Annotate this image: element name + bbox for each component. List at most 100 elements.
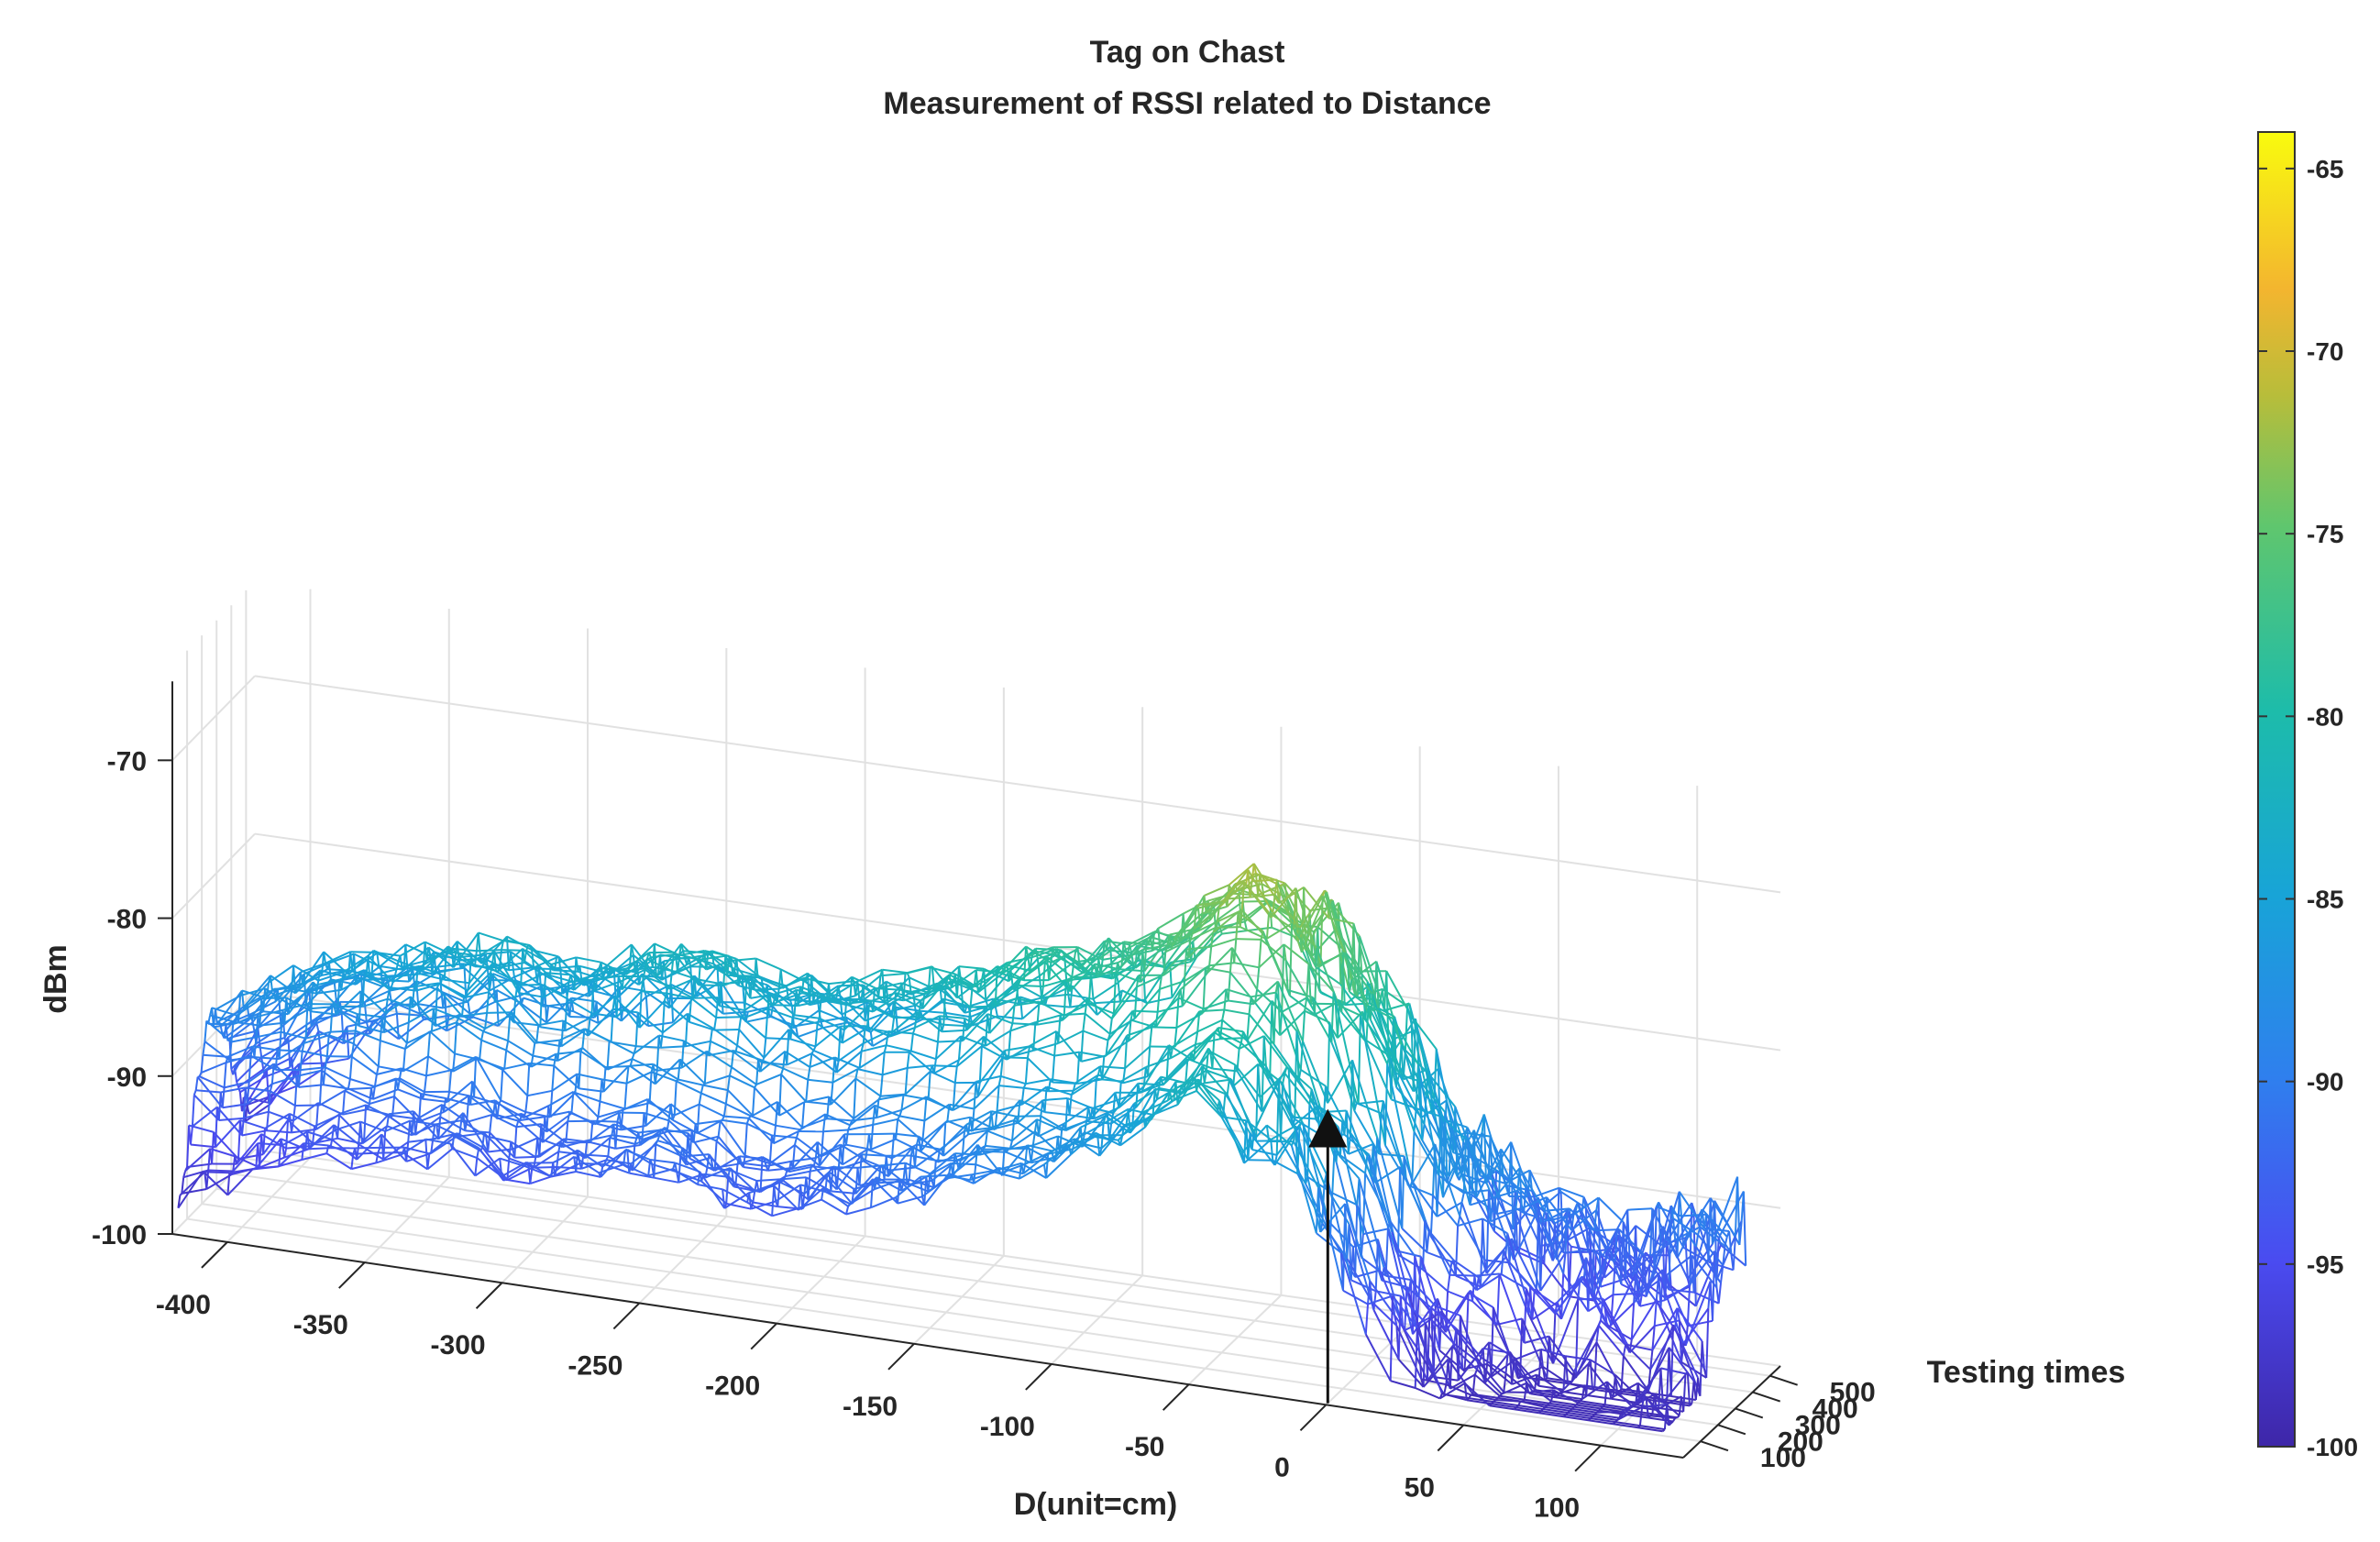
mesh-segment <box>1188 1031 1216 1060</box>
mesh-segment <box>327 1144 354 1155</box>
mesh-segment <box>205 1173 232 1190</box>
mesh-segment <box>1699 1208 1703 1228</box>
mesh-segment <box>1465 1293 1470 1345</box>
mesh-segment <box>507 1015 512 1041</box>
mesh-segment <box>1482 1217 1508 1235</box>
mesh-segment <box>791 1144 796 1169</box>
mesh-segment <box>767 1008 793 1019</box>
mesh-segment <box>990 1110 1017 1118</box>
mesh-segment <box>1331 899 1359 999</box>
mesh-segment <box>420 1093 446 1099</box>
mesh-segment <box>1144 1091 1171 1129</box>
mesh-segment <box>939 1129 965 1151</box>
mesh-segment <box>678 1155 682 1183</box>
mesh-segment <box>885 1030 889 1046</box>
mesh-segment <box>1259 873 1285 885</box>
mesh-segment <box>1637 1426 1663 1433</box>
mesh-segment <box>651 1071 678 1083</box>
mesh-segment <box>1395 1325 1423 1380</box>
mesh-segment <box>1151 1088 1156 1116</box>
mesh-segment <box>626 1071 653 1085</box>
mesh-segment <box>1128 1021 1154 1042</box>
x-tick <box>338 1261 366 1289</box>
mesh-segment <box>1140 951 1167 983</box>
mesh-segment <box>400 941 426 957</box>
mesh-segment <box>598 1163 624 1174</box>
mesh-segment <box>304 1131 309 1150</box>
mesh-segment <box>480 1039 507 1052</box>
mesh-segment <box>275 971 302 1003</box>
mesh-segment <box>587 1008 614 1037</box>
grid-line <box>913 1255 1005 1345</box>
mesh-segment <box>1144 962 1172 1001</box>
mesh-segment <box>448 1070 453 1092</box>
mesh-segment <box>1457 1217 1483 1228</box>
mesh-segment <box>407 1120 412 1142</box>
mesh-segment <box>1227 972 1231 1001</box>
mesh-segment <box>444 993 448 1031</box>
mesh-segment <box>534 1039 560 1044</box>
mesh-segment <box>1468 1397 1494 1404</box>
mesh-segment <box>603 1162 630 1174</box>
mesh-segment <box>510 1140 536 1159</box>
mesh-segment <box>727 974 753 977</box>
mesh-segment <box>765 1008 769 1039</box>
mesh-segment <box>1298 1121 1303 1127</box>
mesh-segment <box>1534 1374 1538 1391</box>
mesh-segment <box>745 980 773 1007</box>
mesh-segment <box>1349 991 1375 1012</box>
mesh-segment <box>1476 1369 1503 1395</box>
mesh-segment <box>1567 1207 1570 1211</box>
mesh-segment <box>532 1042 536 1056</box>
mesh-segment <box>720 1005 745 1011</box>
mesh-segment <box>261 997 287 1000</box>
mesh-segment <box>704 1074 731 1085</box>
mesh-segment <box>581 1029 586 1049</box>
mesh-segment <box>266 988 292 999</box>
mesh-segment <box>971 1169 997 1176</box>
mesh-segment <box>1346 1258 1373 1303</box>
mesh-segment <box>1569 1207 1595 1232</box>
mesh-segment <box>462 1112 490 1153</box>
mesh-segment <box>1495 1399 1521 1403</box>
mesh-segment <box>446 1080 473 1103</box>
mesh-segment <box>181 1177 185 1195</box>
mesh-segment <box>247 1083 273 1106</box>
mesh-segment <box>351 1055 378 1075</box>
mesh-segment <box>704 1167 731 1179</box>
mesh-segment <box>485 951 512 955</box>
mesh-segment <box>1587 1359 1592 1365</box>
mesh-segment <box>696 978 722 986</box>
mesh-segment <box>1063 981 1067 1016</box>
mesh-segment <box>1232 1063 1259 1087</box>
mesh-segment <box>1216 1030 1242 1044</box>
mesh-segment <box>1027 1057 1053 1084</box>
mesh-segment <box>985 1030 1011 1047</box>
mesh-segment <box>629 1058 634 1067</box>
mesh-segment <box>1528 1170 1556 1224</box>
mesh-segment <box>234 1015 238 1023</box>
mesh-segment <box>1611 1397 1636 1404</box>
y-tick-label: 300 <box>1795 1410 1841 1440</box>
mesh-segment <box>1260 931 1264 941</box>
mesh-segment <box>650 953 677 959</box>
mesh-segment <box>1119 968 1145 973</box>
mesh-segment <box>1037 1019 1063 1026</box>
grid-line <box>254 675 1781 894</box>
mesh-segment <box>1085 1107 1090 1122</box>
mesh-segment <box>1105 1040 1109 1056</box>
mesh-segment <box>810 1052 838 1074</box>
mesh-segment <box>1464 1382 1491 1407</box>
mesh-segment <box>810 1056 835 1068</box>
mesh-segment <box>748 1184 775 1194</box>
mesh-segment <box>1556 1213 1583 1261</box>
mesh-segment <box>1413 1107 1417 1132</box>
mesh-segment <box>796 1198 822 1210</box>
mesh-segment <box>460 1112 465 1121</box>
mesh-segment <box>1641 1254 1646 1294</box>
mesh-segment <box>1430 1307 1458 1329</box>
mesh-segment <box>715 1140 743 1164</box>
mesh-segment <box>1120 1066 1147 1083</box>
mesh-segment <box>298 951 325 989</box>
mesh-segment <box>578 1051 582 1089</box>
